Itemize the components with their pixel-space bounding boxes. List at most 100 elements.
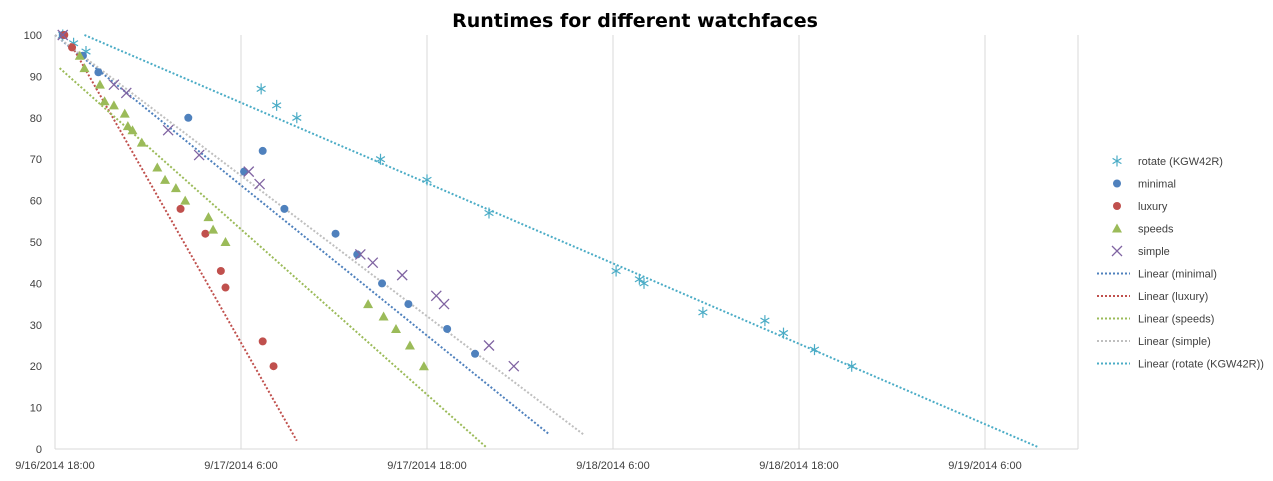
data-point xyxy=(256,83,266,95)
trendline xyxy=(69,42,298,442)
trendline-layer xyxy=(54,34,1039,448)
data-point xyxy=(203,212,214,222)
data-point xyxy=(108,79,120,91)
data-point xyxy=(778,327,789,339)
data-point xyxy=(471,349,480,358)
data-point xyxy=(254,178,266,190)
data-point xyxy=(396,269,408,281)
data-point xyxy=(331,229,340,238)
x-tick-label: 9/16/2014 18:00 xyxy=(15,460,95,472)
data-point xyxy=(611,265,621,277)
data-point xyxy=(94,79,105,89)
data-point xyxy=(378,279,387,288)
data-point xyxy=(60,31,69,39)
y-tick-label: 10 xyxy=(30,403,42,415)
data-point xyxy=(391,323,401,333)
data-point xyxy=(240,167,249,176)
data-point xyxy=(119,108,130,118)
data-point xyxy=(208,224,219,234)
data-point xyxy=(243,166,255,178)
data-point xyxy=(162,124,174,136)
data-point xyxy=(508,360,520,372)
data-point xyxy=(220,237,231,246)
trendline xyxy=(58,67,487,448)
data-point xyxy=(846,360,857,372)
x-tick-label: 9/18/2014 6:00 xyxy=(576,460,649,472)
data-point xyxy=(483,340,495,351)
legend-label: speeds xyxy=(1138,224,1174,236)
data-point xyxy=(639,277,649,289)
data-point xyxy=(136,137,147,147)
data-point xyxy=(484,207,494,219)
data-point xyxy=(443,324,452,333)
y-tick-label: 20 xyxy=(30,361,42,373)
legend-label: rotate (KGW42R) xyxy=(1138,156,1223,168)
data-point xyxy=(418,361,429,371)
data-point xyxy=(378,311,389,321)
legend-label: simple xyxy=(1138,246,1170,258)
data-point xyxy=(68,43,77,52)
data-point xyxy=(760,315,770,327)
data-point xyxy=(99,96,110,106)
data-point xyxy=(698,306,708,318)
x-tick-label: 9/17/2014 6:00 xyxy=(204,460,277,472)
legend-marker xyxy=(1113,202,1121,210)
trendline xyxy=(54,34,551,436)
y-tick-label: 30 xyxy=(30,320,42,332)
trendline xyxy=(84,34,1039,448)
data-point xyxy=(180,195,191,205)
data-point xyxy=(216,266,225,275)
legend-label: Linear (rotate (KGW42R)) xyxy=(1138,359,1264,371)
legend-label: Linear (luxury) xyxy=(1138,291,1208,303)
data-point xyxy=(170,183,181,193)
y-tick-label: 0 xyxy=(36,444,42,456)
data-point xyxy=(176,204,185,213)
legend-label: minimal xyxy=(1138,179,1176,191)
legend-marker xyxy=(1113,179,1121,188)
y-tick-label: 80 xyxy=(30,113,42,125)
data-point-layer xyxy=(57,29,857,372)
data-point xyxy=(57,29,69,41)
chart-title: Runtimes for different watchfaces xyxy=(452,10,818,32)
data-point xyxy=(354,248,366,260)
data-point xyxy=(152,162,163,172)
data-point xyxy=(184,113,193,122)
x-tick-label: 9/19/2014 6:00 xyxy=(948,460,1021,472)
x-tick-label: 9/18/2014 18:00 xyxy=(759,460,839,472)
data-point xyxy=(269,362,278,371)
data-point xyxy=(160,174,171,184)
data-point xyxy=(127,125,138,135)
data-point xyxy=(292,112,302,124)
data-point xyxy=(367,257,379,269)
legend-label: Linear (speeds) xyxy=(1138,314,1214,326)
legend-label: Linear (simple) xyxy=(1138,336,1211,348)
data-point xyxy=(271,99,282,111)
data-point xyxy=(422,174,432,186)
data-point xyxy=(74,50,85,60)
y-tick-label: 70 xyxy=(30,154,42,166)
data-point xyxy=(280,204,289,213)
y-tick-label: 40 xyxy=(30,278,42,290)
axis-layer: 9/16/2014 18:00 9/17/2014 6:00 9/17/2014 1… xyxy=(15,30,1078,472)
legend: rotate (KGW42R) minimal luxury speeds simple… xyxy=(1097,155,1264,371)
data-point xyxy=(363,299,374,309)
data-point xyxy=(122,121,133,131)
trendline xyxy=(54,34,585,436)
data-point xyxy=(258,146,267,155)
data-point xyxy=(404,300,413,309)
legend-label: luxury xyxy=(1138,201,1168,213)
legend-marker xyxy=(1112,223,1122,233)
data-point xyxy=(193,149,205,161)
legend-marker xyxy=(1112,155,1122,167)
data-point xyxy=(404,340,415,350)
grid-layer xyxy=(54,35,1079,449)
data-point xyxy=(258,337,267,346)
data-point xyxy=(438,298,450,310)
data-point xyxy=(94,68,103,77)
data-point xyxy=(108,100,119,110)
y-tick-label: 90 xyxy=(30,71,42,83)
x-tick-label: 9/17/2014 18:00 xyxy=(387,460,467,472)
y-tick-label: 100 xyxy=(24,30,42,42)
data-point xyxy=(375,153,386,165)
data-point xyxy=(120,87,132,99)
